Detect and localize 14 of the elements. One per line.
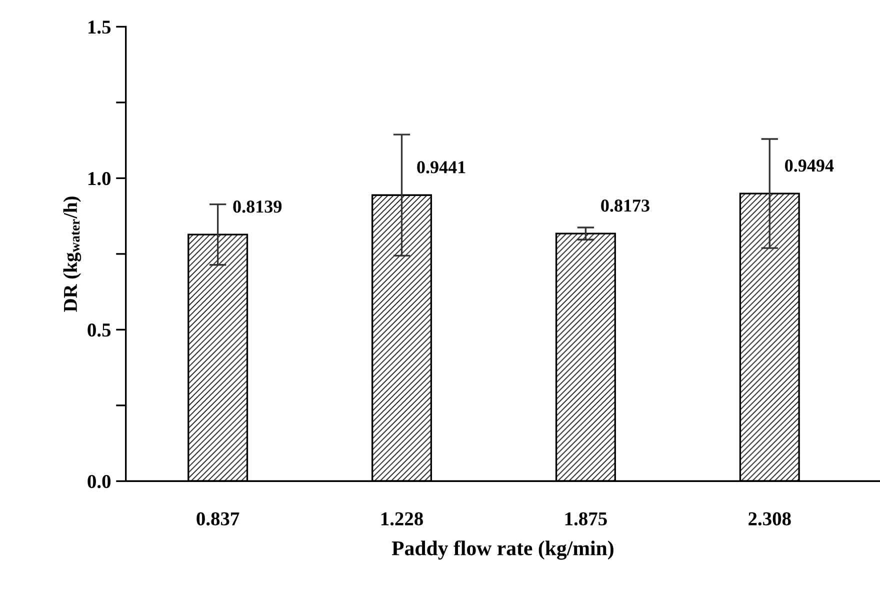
data-label: 0.8173 (601, 200, 650, 212)
data-label: 0.8139 (233, 200, 282, 213)
data-label: 0.9441 (417, 161, 466, 174)
x-tick-label: 1.228 (381, 512, 423, 526)
y-tick-label: 1.0 (88, 172, 111, 186)
x-axis-title: Paddy flow rate (kg/min) (392, 540, 614, 560)
x-tick-label: 1.875 (565, 512, 607, 526)
x-tick-label: 0.837 (196, 512, 240, 526)
y-tick-label: 1.5 (88, 20, 111, 34)
y-tick-label: 0.0 (88, 474, 111, 488)
x-tick-label: 2.308 (748, 512, 791, 526)
data-label: 0.9494 (785, 160, 834, 172)
y-tick-label: 0.5 (88, 323, 111, 337)
y-axis-title: DR (kg$_{water}$/h) (63, 196, 82, 312)
